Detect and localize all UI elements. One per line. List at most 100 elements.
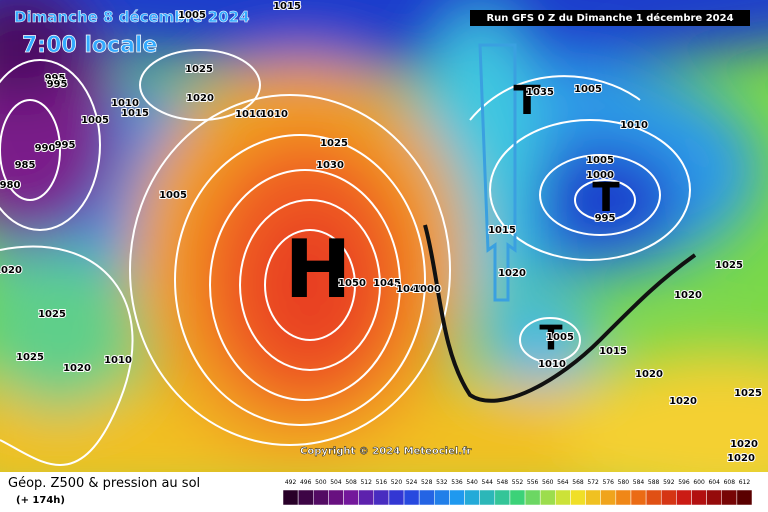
isobar-label: 1025	[38, 309, 66, 320]
scale-swatch	[449, 489, 465, 506]
scale-swatch	[388, 489, 405, 506]
scale-label: 528	[421, 479, 433, 486]
isobar-label: 1025	[185, 64, 213, 75]
isobar-label: 1005	[178, 10, 206, 21]
trough-line	[423, 224, 697, 403]
isobars	[0, 49, 691, 466]
copyright: Copyright © 2024 Meteociel.fr	[300, 446, 471, 457]
scale-swatch	[539, 489, 556, 506]
isobar-label: 1050	[338, 278, 366, 289]
isobar-label: 1000	[586, 170, 614, 181]
scale-swatch	[691, 489, 707, 506]
scale-swatch	[297, 489, 314, 506]
pressure-system: H	[285, 223, 352, 316]
isobar-label: 995	[55, 140, 76, 151]
scale-label: 568	[572, 479, 584, 486]
isobar-label: 1020	[63, 363, 91, 374]
scale-label: 524	[406, 479, 418, 486]
isobar-label: 995	[47, 79, 68, 90]
scale-swatch	[418, 489, 435, 506]
isobar-label: 1015	[488, 225, 516, 236]
isobar-label: 1005	[81, 115, 109, 126]
isobar-label: 980	[0, 180, 20, 191]
isobar-label: 1020	[730, 439, 758, 450]
pressure-system: T	[513, 78, 541, 124]
isobar-label: 1020	[0, 265, 22, 276]
legend-title: Géop. Z500 & pression au sol	[8, 476, 200, 491]
isobar-label: 1040	[396, 284, 424, 295]
isobar-label: 985	[15, 160, 36, 171]
scale-swatch	[706, 489, 722, 506]
scale-swatch	[358, 489, 375, 506]
scale-swatch	[464, 489, 480, 506]
isobar-label: 1045	[373, 278, 401, 289]
scale-label: 500	[315, 479, 327, 486]
scale-swatch	[403, 489, 420, 506]
scale-label: 580	[618, 479, 630, 486]
time-label: 7:00 locale	[22, 33, 157, 58]
isobar-label: 1020	[674, 290, 702, 301]
isobar-label: 1025	[16, 352, 44, 363]
scale-swatch	[434, 489, 450, 506]
scale-label: 532	[436, 479, 448, 486]
isobar-label: 1020	[635, 369, 663, 380]
isobar-label: 990	[35, 143, 56, 154]
scale-label: 604	[708, 479, 720, 486]
scale-swatch	[660, 489, 677, 506]
isobar-label: 1015	[273, 1, 301, 12]
scale-label: 520	[391, 479, 403, 486]
run-banner	[470, 10, 750, 26]
flow-arrow	[478, 43, 517, 302]
scale-label: 576	[603, 479, 615, 486]
scale-label: 608	[724, 479, 736, 486]
scale-label: 584	[633, 479, 645, 486]
isobar-label: 1005	[574, 84, 602, 95]
scale-swatch	[328, 489, 344, 506]
scale-label: 564	[557, 479, 569, 486]
pressure-system: T	[592, 175, 620, 221]
scale-label: 544	[482, 479, 494, 486]
scale-swatch	[630, 489, 647, 506]
scale-swatch	[615, 489, 632, 506]
scale-label: 572	[587, 479, 599, 486]
isobar-label: 995	[45, 73, 66, 84]
isobar-label: 1020	[669, 396, 697, 407]
scale-swatch	[479, 489, 496, 506]
isobar-label: 1005	[546, 332, 574, 343]
scale-label: 552	[512, 479, 524, 486]
isobar-label: 1035	[526, 87, 554, 98]
scale-swatch	[343, 489, 359, 506]
scale-label: 596	[678, 479, 690, 486]
scale-swatch	[524, 489, 541, 506]
scale-label: 588	[648, 479, 660, 486]
scale-swatch	[494, 489, 511, 506]
isobar-label: 1025	[734, 388, 762, 399]
legend-lead: (+ 174h)	[16, 495, 65, 506]
scale-label: 512	[360, 479, 372, 486]
isobar-label: 1005	[586, 155, 614, 166]
scale-label: 508	[345, 479, 357, 486]
date-label: Dimanche 8 décembre 2024	[14, 8, 250, 26]
scale-swatch	[676, 489, 692, 506]
isobar-label: 1015	[121, 108, 149, 119]
scale-label: 496	[300, 479, 312, 486]
scale-swatch	[313, 489, 329, 506]
isobar-label: 1000	[413, 284, 441, 295]
scale-swatch	[645, 489, 662, 506]
isobar-label: 1025	[715, 260, 743, 271]
isobar-label: 1020	[498, 268, 526, 279]
scale-label: 556	[527, 479, 539, 486]
scale-label: 492	[285, 479, 297, 486]
scale-swatch	[509, 489, 526, 506]
scale-label: 504	[330, 479, 342, 486]
scale-label: 516	[376, 479, 388, 486]
isobar-label: 1010	[235, 109, 263, 120]
scale-label: 536	[451, 479, 463, 486]
scale-swatch	[373, 489, 390, 506]
scale-label: 592	[663, 479, 675, 486]
isobar-label: 1025	[320, 138, 348, 149]
isobar-label: 1010	[260, 109, 288, 120]
scale-swatch	[570, 489, 586, 506]
